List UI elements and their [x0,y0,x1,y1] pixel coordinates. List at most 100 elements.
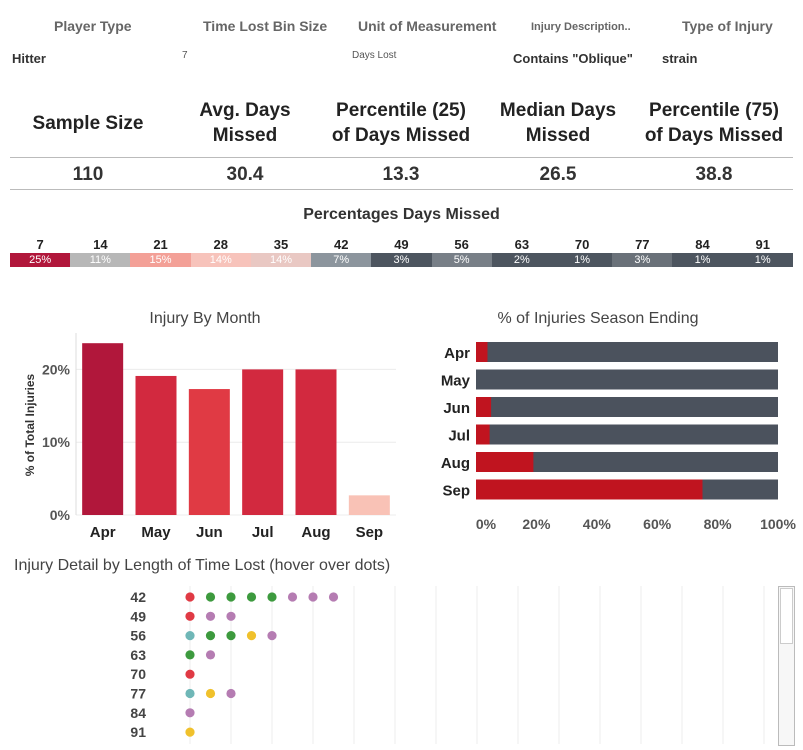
bin-label: 91 [755,237,770,252]
filter-unit-value[interactable]: Days Lost [352,50,397,61]
row-label: Apr [444,345,470,362]
x-tick-label: Jun [196,524,223,541]
bin-label: 21 [153,237,168,252]
injury-dot[interactable] [246,631,257,641]
kpi-median-value: 26.5 [539,164,577,185]
month-bar [295,369,337,515]
x-tick-label: Jul [252,524,274,541]
row-label: Sep [442,483,470,500]
row-label: Jun [443,400,470,417]
pct-cell[interactable]: 1% [551,253,613,267]
pct-cell[interactable]: 1% [732,253,793,267]
injury-detail-chart: 42 49 56 63 70 77 84 91 [130,586,765,744]
pct-cell[interactable]: 3% [371,253,432,267]
filter-bin-size-value[interactable]: 7 [182,50,188,61]
row-label: May [441,373,471,390]
kpi-median-label: Median Days Missed [499,100,617,146]
x-tick-label: May [141,524,171,541]
y-tick-label: 0% [50,507,71,523]
pct-cell[interactable]: 3% [612,253,673,267]
bin-label: 77 [635,237,650,252]
injury-dot[interactable] [328,592,339,602]
injury-dot[interactable] [185,631,195,641]
injury-dot[interactable] [308,592,318,602]
pct-cell[interactable]: 11% [70,253,131,267]
detail-scrollbar-thumb[interactable] [780,588,793,644]
injury-dot[interactable] [185,688,195,699]
pct-cell[interactable]: 5% [431,253,492,267]
y-axis-title: % of Total Injuries [23,373,37,476]
detail-row-label: 63 [130,647,146,663]
x-tick-label: 100% [760,516,796,532]
kpi-sample-size-value: 110 [72,164,104,185]
month-bar [348,495,390,515]
season-ending-bar [476,424,490,445]
bin-label: 49 [394,237,409,252]
x-tick-label: 0% [476,516,497,532]
bin-label: 28 [213,237,228,252]
injury-dot[interactable] [267,592,277,602]
month-bar [82,343,124,515]
injury-dot[interactable] [185,650,195,660]
injury-dot[interactable] [267,631,277,641]
kpi-sample-size-label: Sample Size [32,113,144,134]
x-tick-label: 60% [643,516,672,532]
injury-dot[interactable] [205,631,216,641]
pct-cell[interactable]: 15% [130,253,191,267]
injury-dot[interactable] [185,592,195,602]
detail-scrollbar[interactable] [778,586,795,746]
pct-cell[interactable]: 25% [10,253,71,267]
kpi-avg-days-value: 30.4 [226,164,264,185]
month-bar [188,389,230,515]
detail-row-label: 56 [130,628,146,644]
detail-row-label: 49 [130,608,146,624]
season-ending-bar [476,342,488,362]
pct-cell[interactable]: 1% [672,253,733,267]
season-ending-title: % of Injuries Season Ending [497,310,699,327]
kpi-p25-label: Percentile (25) of Days Missed [331,100,471,146]
injury-dot[interactable] [205,592,216,602]
injury-dot[interactable] [226,611,236,621]
x-tick-label: Apr [90,524,116,541]
injury-dot[interactable] [185,669,195,679]
kpi-bottom-divider [10,189,793,190]
injury-dot[interactable] [246,592,257,602]
injury-dot[interactable] [205,611,216,621]
filter-type-of-injury-label: Type of Injury [682,18,773,34]
bin-label: 56 [454,237,469,252]
x-tick-label: 20% [522,516,551,532]
injury-dot[interactable] [226,592,236,602]
pct-cell[interactable]: 2% [491,253,552,267]
filter-unit-label: Unit of Measurement [358,18,497,34]
pct-cell[interactable]: 14% [250,253,312,267]
kpi-p25-value: 13.3 [382,164,420,185]
injury-dot[interactable] [185,708,195,718]
pct-strip: 25% 11% 15% 14% 14% 7% 3% 5% 2% 1% 3% 1% 1% [10,253,793,267]
detail-row-label: 77 [130,686,146,702]
injury-dot[interactable] [226,631,236,641]
injury-dot[interactable] [205,688,216,699]
not-season-ending-bar [476,369,778,390]
row-label: Jul [448,428,470,445]
detail-row-label: 70 [130,666,146,682]
y-tick-label: 10% [42,434,71,450]
filter-injury-description-value[interactable]: Contains "Oblique" [513,51,633,66]
filter-type-of-injury-value[interactable]: strain [662,51,698,66]
injury-by-month-chart: 0% 10% 20% Apr May Jun Jul Aug Sep % of Total Inj… [23,333,396,541]
pct-cell[interactable]: 14% [190,253,251,267]
not-season-ending-bar [476,397,778,417]
filter-bin-size-label: Time Lost Bin Size [203,18,328,34]
not-season-ending-bar [476,424,778,445]
injury-by-month-title: Injury By Month [149,310,261,327]
injury-dot[interactable] [185,611,195,621]
injury-dot[interactable] [205,650,216,660]
filter-player-type-value[interactable]: Hitter [12,51,46,66]
injury-dot[interactable] [226,688,236,699]
pct-cell[interactable]: 7% [311,253,372,267]
injury-dot[interactable] [287,592,298,602]
detail-row-label: 84 [130,705,146,721]
filter-player-type-label: Player Type [54,18,132,34]
bin-label: 70 [574,237,590,252]
injury-dot[interactable] [185,727,195,737]
